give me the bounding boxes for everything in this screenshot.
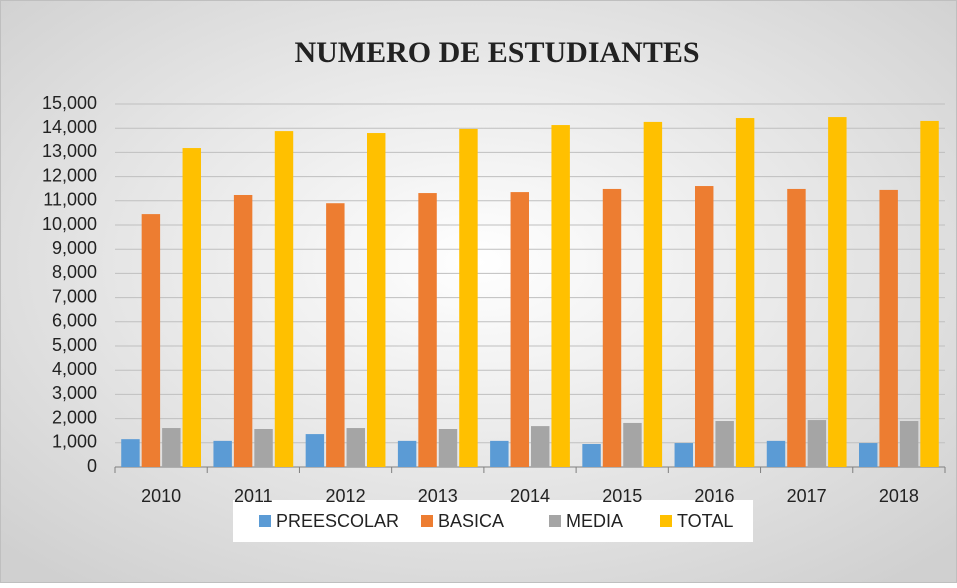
y-tick-label: 0 [87,456,97,476]
x-tick-label: 2016 [694,486,734,506]
bar [141,214,161,467]
x-tick-label: 2014 [510,486,550,506]
y-tick-label: 14,000 [42,117,97,137]
y-tick-label: 8,000 [52,262,97,282]
bar [766,440,786,467]
x-tick-label: 2011 [234,486,273,506]
y-tick-label: 5,000 [52,335,97,355]
bar [459,128,478,467]
legend-label: TOTAL [677,511,733,531]
bar [674,443,693,467]
chart-title: NUMERO DE ESTUDIANTES [294,36,699,69]
legend-swatch [549,515,561,527]
x-tick-label: 2012 [326,486,366,506]
bar [643,121,663,468]
x-tick-label: 2015 [602,486,642,506]
y-tick-label: 4,000 [52,359,97,379]
bar [490,440,509,467]
legend-label: BASICA [438,511,504,531]
bar [531,426,550,467]
y-tick-label: 12,000 [42,165,97,185]
y-tick-label: 10,000 [42,214,97,234]
bar [899,421,919,467]
bar [326,203,345,467]
bar [879,189,898,467]
bar [274,131,294,467]
bar [305,434,325,467]
bar [551,125,570,467]
bar [828,117,847,468]
x-tick-label: 2013 [418,486,458,506]
bar [787,188,806,467]
x-tick-label: 2010 [141,486,181,506]
bar [397,440,417,467]
bar [920,120,939,467]
bar [582,444,601,467]
bar [735,118,755,467]
y-tick-label: 9,000 [52,238,97,258]
bar [182,148,201,467]
bar [859,443,878,467]
y-tick-label: 3,000 [52,383,97,403]
bar [121,439,140,467]
bar [254,429,273,467]
bar [438,429,458,467]
bar [418,193,437,467]
bar [695,186,714,467]
bar [213,440,232,467]
bar [367,133,386,468]
y-tick-label: 7,000 [52,286,97,306]
y-tick-label: 2,000 [52,407,97,427]
bar [233,194,253,467]
y-tick-label: 13,000 [42,141,97,161]
y-tick-label: 15,000 [42,93,97,113]
legend-label: PREESCOLAR [276,511,399,531]
bar [807,420,827,467]
y-tick-label: 1,000 [52,432,97,452]
legend-swatch [660,515,672,527]
x-tick-label: 2018 [879,486,919,506]
legend-label: MEDIA [566,511,623,531]
bar [623,422,642,467]
legend-swatch [421,515,433,527]
y-tick-label: 6,000 [52,311,97,331]
bar [602,188,622,467]
bar [346,428,365,467]
bar [162,428,181,467]
bar [715,421,734,467]
y-tick-label: 11,000 [43,190,97,210]
bar [510,192,529,467]
legend-swatch [259,515,271,527]
x-tick-label: 2017 [787,486,827,506]
